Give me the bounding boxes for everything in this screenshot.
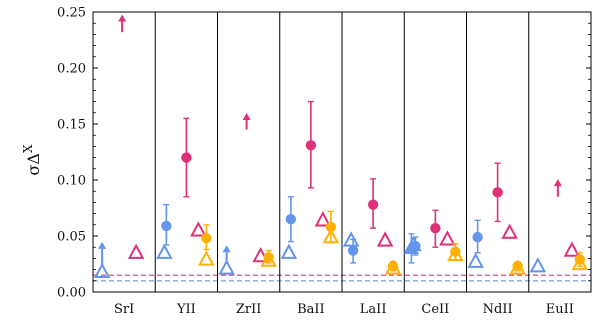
category-label-NdII: NdII bbox=[483, 302, 513, 317]
series-4-circle-BaII-point bbox=[305, 140, 317, 151]
y-axis-label-main: σΔ bbox=[24, 153, 43, 175]
series-3-triangle-open-SrI-point bbox=[127, 243, 145, 259]
y-tick-label: 0.20 bbox=[57, 62, 86, 77]
series-0-triangle-open-NdII-point bbox=[467, 252, 484, 268]
y-axis-label-superscript: X bbox=[21, 144, 35, 153]
series-3-triangle-open-NdII-point bbox=[501, 223, 518, 239]
series-7-circle-EuII-point bbox=[574, 254, 586, 265]
series-5-arrow-EuII-limit-arrow-head bbox=[553, 179, 562, 187]
series-1-circle-NdII-point bbox=[472, 231, 483, 243]
series-4-circle-LaII-point bbox=[367, 199, 379, 210]
series-1-circle-LaII-point bbox=[347, 245, 359, 256]
series-0-triangle-open-SrI-point bbox=[93, 262, 111, 278]
series-3-triangle-open-LaII-point bbox=[376, 231, 394, 247]
series-3-triangle-open-BaII-point bbox=[314, 211, 332, 227]
category-label-LaII: LaII bbox=[360, 302, 387, 317]
series-5-arrow-ZrII-limit-arrow bbox=[242, 113, 251, 130]
y-tick-label: 0.00 bbox=[57, 286, 86, 301]
plot-frame bbox=[92, 11, 592, 293]
series-0-triangle-open-SrI-limit-arrow bbox=[98, 241, 107, 266]
y-tick-label: 0.10 bbox=[57, 174, 86, 189]
series-5-arrow-EuII-limit-arrow bbox=[553, 179, 562, 197]
series-4-circle-YII-point bbox=[181, 152, 192, 163]
series-4-circle-CeII-point bbox=[430, 222, 441, 234]
series-7-circle-YII-point bbox=[201, 233, 212, 244]
series-7-circle-NdII-point bbox=[512, 261, 523, 272]
series-0-triangle-open-BaII-point bbox=[280, 243, 298, 259]
series-2-triangle-filled-CeII-point bbox=[403, 239, 420, 255]
y-axis-label: σΔX bbox=[21, 144, 43, 175]
series-3-triangle-open-EuII-point bbox=[563, 241, 581, 257]
category-label-YII: YII bbox=[176, 302, 196, 317]
series-3-triangle-open-YII-point bbox=[190, 221, 207, 237]
category-label-CeII: CeII bbox=[421, 302, 449, 317]
series-0-triangle-open-SrI-limit-arrow-head bbox=[98, 241, 107, 249]
category-label-BaII: BaII bbox=[297, 302, 325, 317]
series-3-triangle-open-CeII-point bbox=[439, 230, 456, 246]
y-tick-label: 0.25 bbox=[57, 6, 86, 21]
series-5-arrow-ZrII-limit-arrow-head bbox=[242, 113, 251, 121]
category-label-ZrII: ZrII bbox=[236, 302, 262, 317]
category-label-SrI: SrI bbox=[114, 302, 134, 317]
series-0-triangle-open-EuII-point bbox=[529, 257, 547, 273]
category-dividers bbox=[154, 12, 530, 292]
x-axis-labels: SrI YII ZrII BaII LaII CeII NdII EuII bbox=[114, 302, 574, 317]
series-1-circle-YII-point bbox=[161, 220, 172, 232]
y-tick-label: 0.05 bbox=[57, 230, 86, 245]
y-tick-label: 0.15 bbox=[57, 118, 86, 133]
series-6-triangle-open-YII-point bbox=[198, 250, 215, 266]
series-7-circle-CeII-point bbox=[450, 246, 461, 257]
series-7-circle-LaII-point bbox=[387, 261, 399, 272]
series-0-triangle-open-YII-point bbox=[156, 243, 173, 259]
series-5-arrow-SrI-limit-arrow bbox=[118, 14, 127, 33]
data-marks bbox=[93, 14, 589, 278]
series-1-circle-BaII-point bbox=[285, 214, 297, 225]
series-7-circle-BaII-point bbox=[325, 221, 337, 233]
category-label-EuII: EuII bbox=[546, 302, 574, 317]
y-axis-ticks: 0.00 0.05 0.10 0.15 0.20 0.25 bbox=[57, 6, 591, 301]
series-4-circle-NdII-point bbox=[492, 187, 503, 198]
series-5-arrow-SrI-limit-arrow-head bbox=[118, 14, 127, 22]
series-0-triangle-open-ZrII-limit-arrow-head bbox=[222, 245, 231, 253]
series-7-circle-ZrII-point bbox=[263, 252, 274, 263]
series-0-triangle-open-ZrII-point bbox=[218, 259, 235, 275]
